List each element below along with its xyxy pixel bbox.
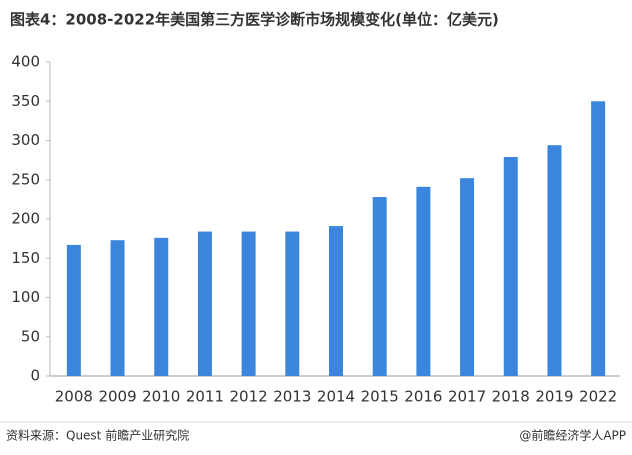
bar: [154, 237, 169, 376]
bar: [503, 156, 518, 376]
x-tick-label: 2009: [98, 388, 136, 406]
x-tick-label: 2014: [317, 388, 355, 406]
bar: [241, 231, 256, 376]
bar: [372, 197, 387, 376]
chart-title: 图表4：2008-2022年美国第三方医学诊断市场规模变化(单位：亿美元): [10, 11, 499, 29]
y-tick-label: 350: [11, 92, 40, 110]
x-tick-label: 2012: [230, 388, 268, 406]
y-tick-label: 150: [11, 249, 40, 267]
source: 资料来源：Quest 前瞻产业研究院: [6, 428, 189, 443]
bar: [416, 186, 431, 376]
x-tick-label: 2022: [579, 388, 617, 406]
y-tick-label: 400: [11, 53, 40, 71]
y-tick-label: 250: [11, 170, 40, 188]
bar: [197, 231, 212, 376]
credit: @前瞻经济学人APP: [519, 428, 626, 443]
y-tick-label: 300: [11, 131, 40, 149]
bar: [285, 231, 300, 376]
y-tick-label: 0: [30, 367, 40, 385]
x-tick-label: 2010: [142, 388, 180, 406]
x-tick-label: 2018: [492, 388, 530, 406]
bar: [329, 226, 343, 376]
x-tick-label: 2019: [535, 388, 573, 406]
bar: [66, 244, 81, 376]
bar: [460, 178, 475, 376]
x-tick-label: 2008: [55, 388, 93, 406]
x-tick-label: 2017: [448, 388, 486, 406]
bar: [547, 145, 562, 376]
y-tick-label: 100: [11, 288, 40, 306]
y-tick-label: 50: [21, 327, 40, 345]
bar: [591, 101, 606, 376]
bar: [110, 240, 125, 376]
x-tick-label: 2011: [186, 388, 224, 406]
x-tick-label: 2015: [361, 388, 399, 406]
y-tick-label: 200: [11, 210, 40, 228]
x-tick-label: 2016: [404, 388, 442, 406]
x-tick-label: 2013: [273, 388, 311, 406]
